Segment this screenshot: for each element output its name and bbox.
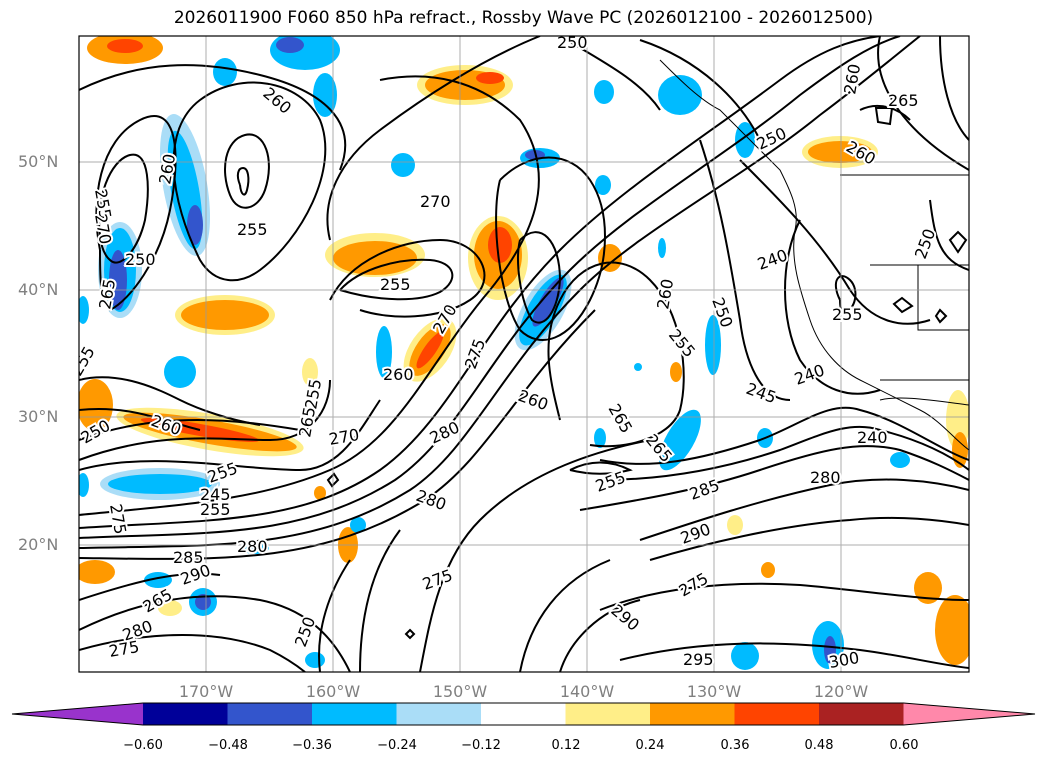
lon-label-150w: 150°W [432,682,488,701]
colorbar-tick-label: −0.12 [461,738,501,753]
refractivity-contours [79,36,969,672]
lon-label-120w: 120°W [813,682,869,701]
contour-label: 280 [237,537,268,556]
lat-label-20n: 20°N [18,535,59,554]
contour-label: 240 [857,428,888,447]
colorbar-bin [565,703,651,725]
colorbar-bin [819,703,904,725]
colorbar-bin [143,703,228,725]
contour-label: 265 [888,91,919,110]
coastlines [659,59,969,451]
colorbar-extend-max [903,703,1035,725]
contour-label: 295 [683,650,714,669]
contour-label: 260 [383,365,414,384]
colorbar-bin [650,703,735,725]
colorbar-extend-min [12,703,143,725]
plot-frame [78,35,970,673]
contour-label: 255 [91,187,115,220]
contour-label: 270 [420,192,451,211]
contour-label: 255 [200,500,231,519]
colorbar-outline [11,702,1036,726]
colorbar-tick-label: 0.60 [889,738,919,753]
map-title: 2026011900 F060 850 hPa refract., Rossby… [173,8,874,28]
colorbar-tick-label: 0.12 [551,738,581,753]
colorbar-bin [227,703,313,725]
contour-label: 245 [200,485,231,504]
colorbar-bin [312,703,397,725]
colorbar-tick-label: 0.36 [720,738,750,753]
contour-label: 255 [380,275,411,294]
negative-anomaly-shading [79,36,910,670]
contour-label: 250 [125,250,156,269]
lat-label-40n: 40°N [18,280,59,299]
colorbar-tick-label: −0.36 [292,738,332,753]
colorbar-tick-label: −0.48 [208,738,248,753]
colorbar-tick-label: −0.60 [123,738,163,753]
lon-label-140w: 140°W [559,682,615,701]
colorbar [11,702,1036,726]
contour-label: 255 [832,305,863,324]
contour-label: 255 [237,220,268,239]
lon-label-160w: 160°W [305,682,361,701]
contour-label: 280 [810,468,841,487]
lon-label-130w: 130°W [686,682,742,701]
lat-label-30n: 30°N [18,407,59,426]
colorbar-bin [481,703,566,725]
colorbar-tick-label: −0.24 [377,738,417,753]
colorbar-tick-label: 0.24 [635,738,665,753]
contour-label: 250 [557,33,588,52]
colorbar-bin [734,703,820,725]
lon-label-170w: 170°W [178,682,234,701]
contour-label: 285 [173,548,204,567]
colorbar-bin [396,703,482,725]
graticule [79,36,969,672]
colorbar-tick-label: 0.48 [804,738,834,753]
lat-label-50n: 50°N [18,152,59,171]
